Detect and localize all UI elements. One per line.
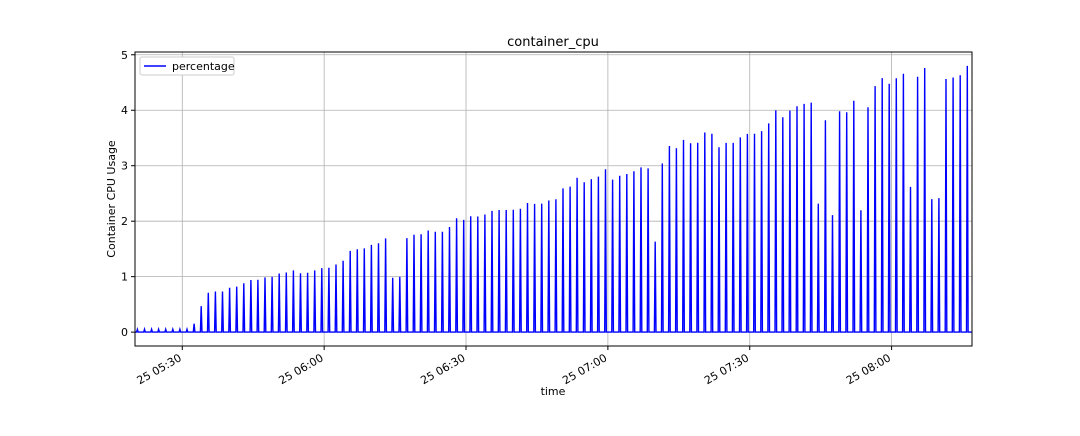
chart-title: container_cpu [507,35,599,50]
y-tick-label: 5 [121,49,128,62]
x-tick-label: 25 08:00 [844,351,893,387]
y-axis: 0 1 2 3 4 5 [121,49,135,339]
y-tick-label: 2 [121,215,128,228]
y-tick-label: 4 [121,104,128,117]
x-tick-label: 25 07:30 [702,351,751,387]
x-tick-label: 25 06:30 [418,351,467,387]
legend-label-percentage: percentage [172,60,235,73]
x-axis-title: time [541,385,566,398]
y-tick-label: 3 [121,160,128,173]
y-tick-label: 0 [121,326,128,339]
x-tick-label: 25 05:30 [135,351,184,387]
x-tick-label: 25 07:00 [560,351,609,387]
y-axis-title: Container CPU Usage [105,140,118,258]
grid [135,52,972,346]
x-axis: 25 05:30 25 06:00 25 06:30 25 07:00 25 07:30… [135,346,893,387]
series-line-percentage [135,65,972,333]
legend: percentage [139,56,235,76]
x-tick-label: 25 06:00 [277,351,326,387]
y-tick-label: 1 [121,271,128,284]
legend-box [139,56,235,76]
series-percentage [135,65,972,333]
plot-frame [134,51,973,347]
